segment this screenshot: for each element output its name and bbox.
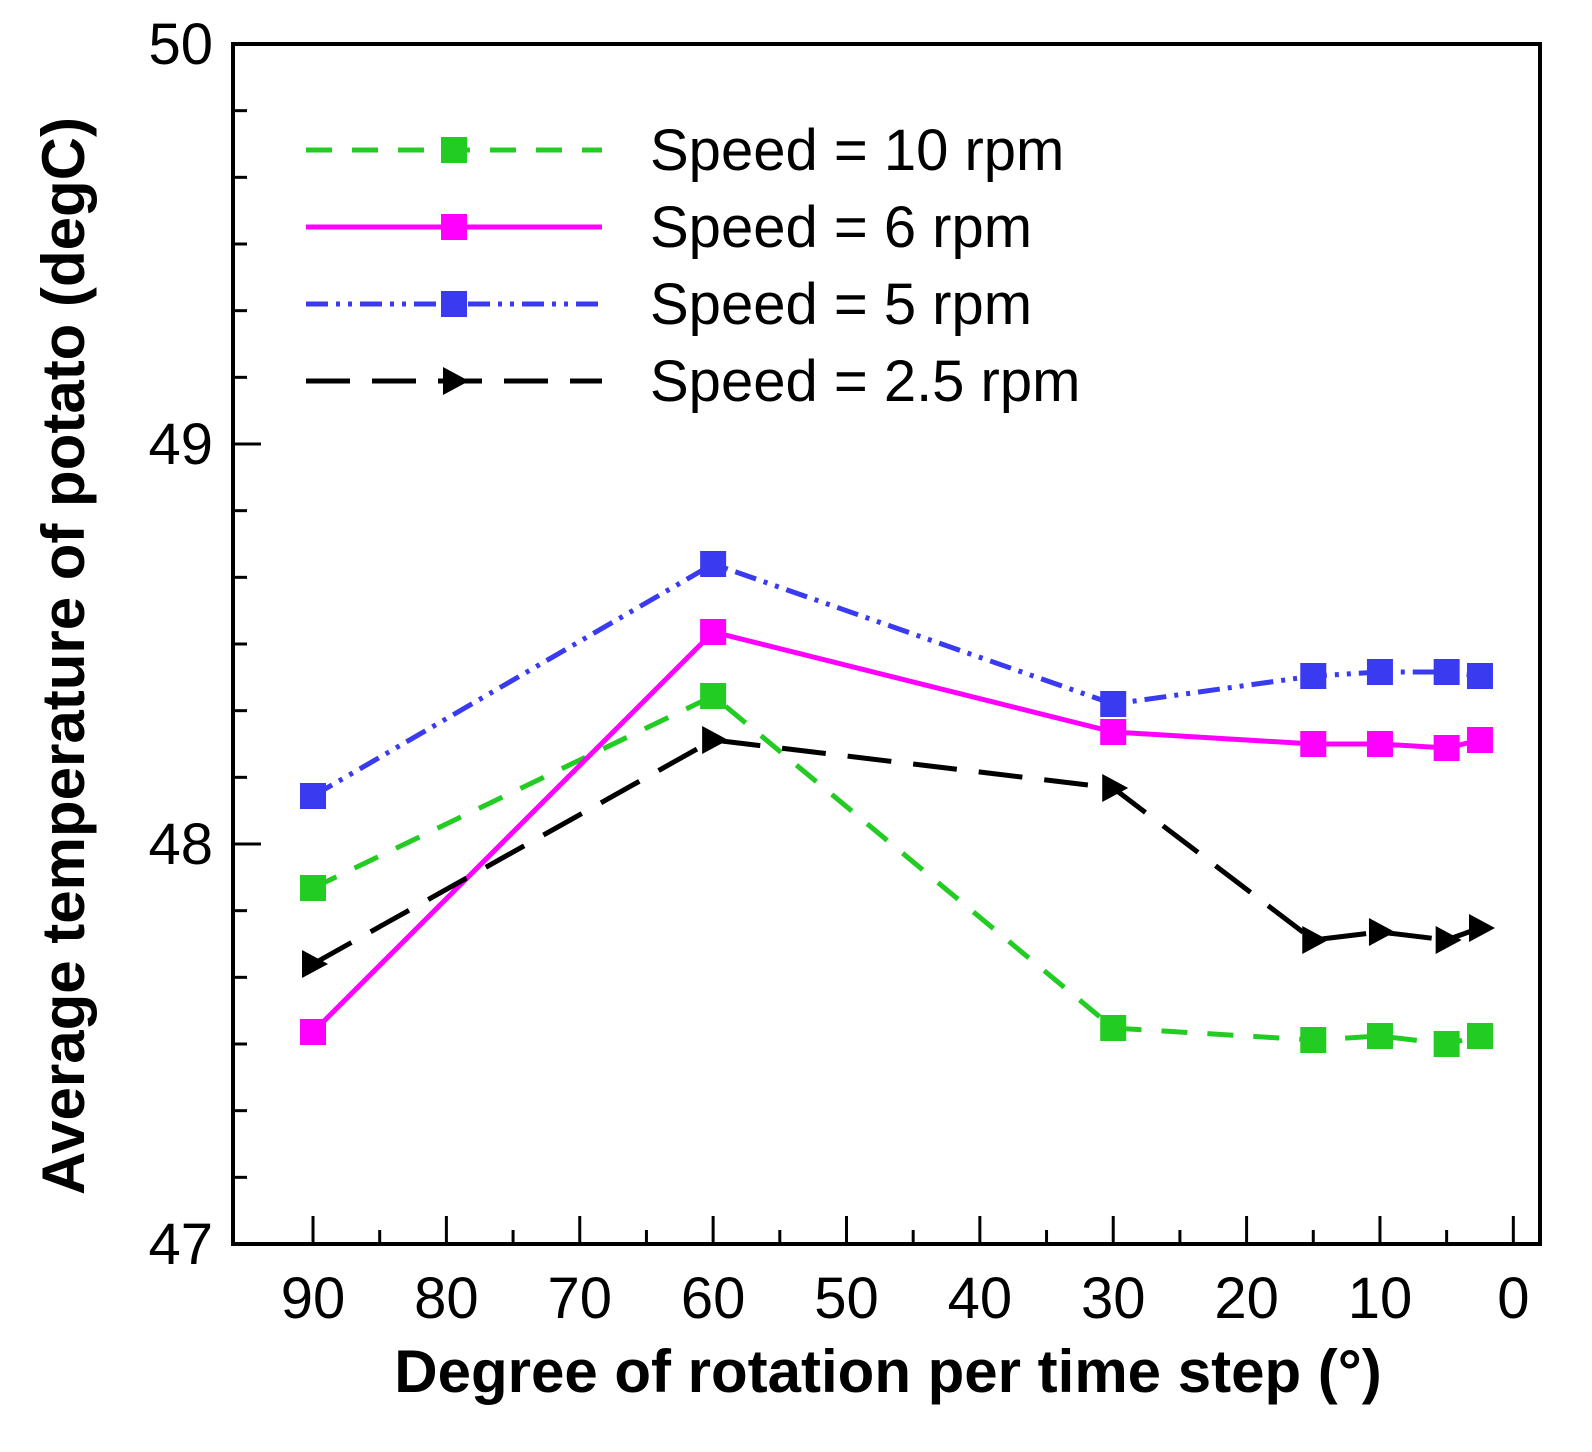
data-point	[1366, 659, 1393, 685]
y-axis-title: Average temperature of potato (degC)	[30, 117, 97, 1195]
legend-label: Speed = 10 rpm	[650, 118, 1064, 183]
series-2	[300, 551, 1493, 809]
data-point	[300, 1019, 327, 1045]
data-point	[1466, 1023, 1493, 1049]
legend-label: Speed = 6 rpm	[650, 195, 1032, 260]
data-point	[1300, 663, 1327, 689]
series-0	[300, 683, 1493, 1057]
legend-marker	[443, 367, 469, 395]
x-tick-label: 90	[281, 1266, 346, 1331]
legend-marker	[441, 137, 467, 163]
legend: Speed = 10 rpm Speed = 6 rpm Speed = 5 rpm…	[306, 118, 1080, 414]
y-tick-label: 50	[148, 12, 213, 77]
data-point	[700, 683, 727, 709]
x-tick-label: 70	[547, 1266, 612, 1331]
legend-marker	[441, 291, 467, 317]
legend-label: Speed = 2.5 rpm	[650, 349, 1080, 414]
x-tick-label: 20	[1214, 1266, 1279, 1331]
data-point	[1468, 914, 1495, 942]
data-point	[1433, 659, 1460, 685]
legend-entry: Speed = 10 rpm	[306, 118, 1064, 183]
data-point	[1368, 918, 1395, 946]
series-3	[302, 726, 1495, 978]
x-tick-label: 10	[1348, 1266, 1413, 1331]
legend-entry: Speed = 5 rpm	[306, 272, 1032, 337]
data-point	[1300, 1027, 1327, 1053]
x-tick-label: 80	[414, 1266, 479, 1331]
data-point	[1433, 1031, 1460, 1057]
series-layer	[300, 551, 1495, 1057]
y-tick-label: 49	[148, 412, 213, 477]
legend-marker	[441, 214, 467, 240]
data-point	[1433, 735, 1460, 761]
data-point	[1466, 663, 1493, 689]
data-point	[1102, 774, 1129, 802]
x-tick-label: 0	[1497, 1266, 1529, 1331]
data-point	[1100, 691, 1127, 717]
x-tick-label: 30	[1081, 1266, 1146, 1331]
x-tick-label: 50	[814, 1266, 879, 1331]
y-tick-label: 47	[148, 1212, 213, 1277]
data-point	[1100, 719, 1127, 745]
data-point	[1466, 727, 1493, 753]
legend-label: Speed = 5 rpm	[650, 272, 1032, 337]
data-point	[302, 950, 329, 978]
x-tick-label: 40	[948, 1266, 1013, 1331]
legend-entry: Speed = 2.5 rpm	[306, 349, 1080, 414]
x-axis-title: Degree of rotation per time step (°)	[394, 1338, 1381, 1405]
data-point	[1302, 926, 1329, 954]
data-point	[702, 726, 729, 754]
series-1	[300, 619, 1493, 1045]
data-point	[1300, 731, 1327, 757]
legend-entry: Speed = 6 rpm	[306, 195, 1032, 260]
axes-layer: 47 48 49 50 90 80 70 60 50 40 30 20 10 0	[148, 12, 1542, 1331]
data-point	[1366, 1023, 1393, 1049]
data-point	[1100, 1015, 1127, 1041]
data-point	[700, 551, 727, 577]
data-point	[300, 783, 327, 809]
plot-frame	[231, 42, 1542, 1246]
data-point	[1366, 731, 1393, 757]
x-tick-label: 60	[681, 1266, 746, 1331]
data-point	[1435, 926, 1462, 954]
data-point	[300, 875, 327, 901]
data-point	[700, 619, 727, 645]
y-tick-label: 48	[148, 812, 213, 877]
